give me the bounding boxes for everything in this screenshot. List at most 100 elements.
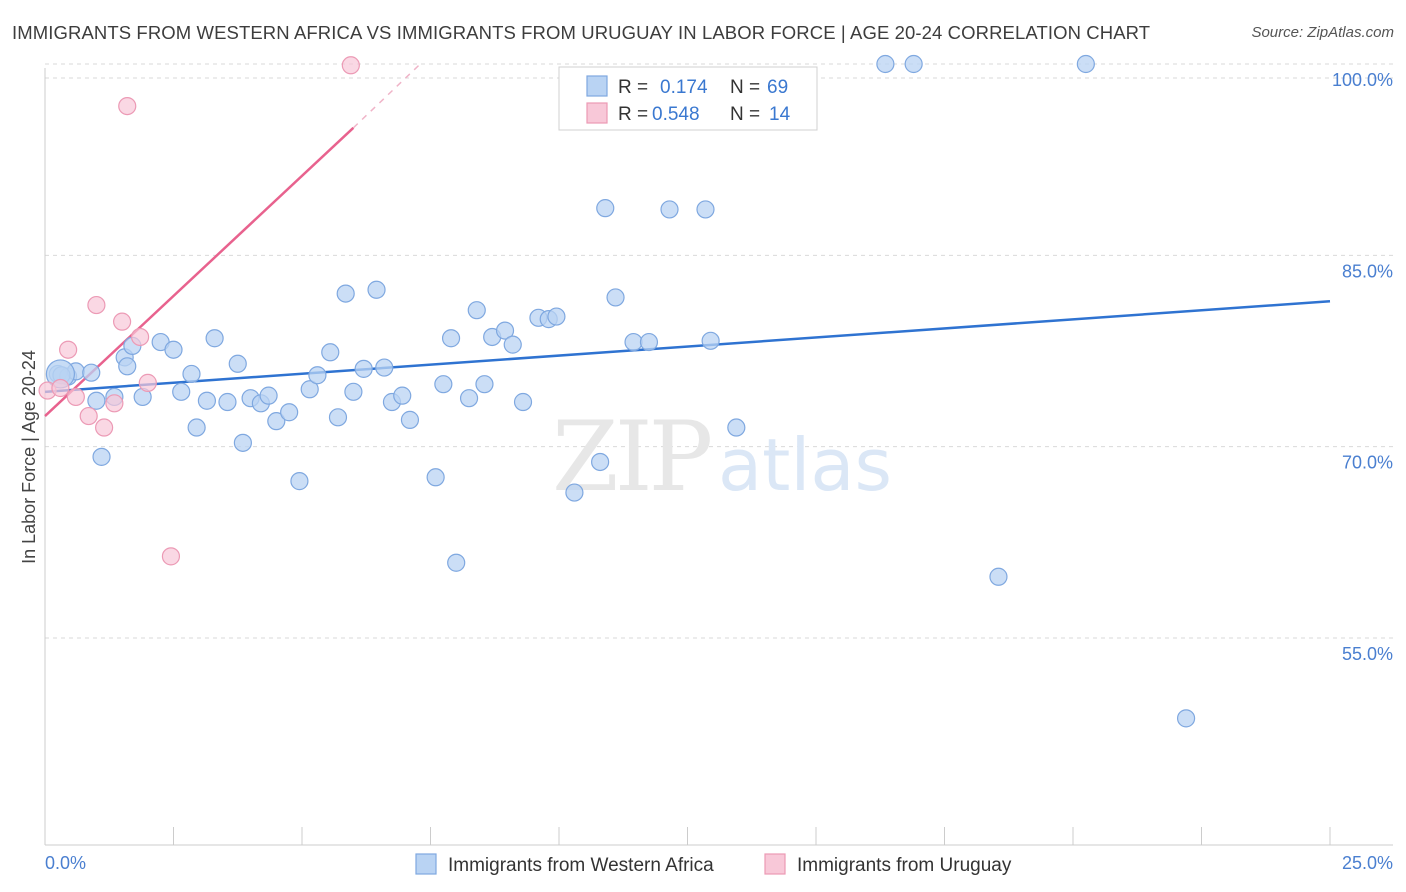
legend-swatch-blue [586,75,608,97]
point-western-africa-40 [441,329,461,348]
grid [45,63,1393,639]
point-western-africa-43 [467,301,486,320]
point-uruguay-9 [118,96,137,116]
point-western-africa-37 [400,410,420,429]
point-western-africa-33 [367,280,386,299]
point-western-africa-18 [228,354,247,373]
point-western-africa-64 [989,567,1008,586]
point-western-africa-54 [596,199,615,218]
point-western-africa-25 [290,472,309,491]
point-western-africa-41 [447,553,466,572]
point-western-africa-66 [1176,709,1196,728]
point-western-africa-4 [87,391,106,410]
point-uruguay-7 [105,394,124,413]
point-western-africa-42 [459,389,479,408]
point-western-africa-55 [606,288,625,307]
point-western-africa-65 [1076,54,1095,74]
point-western-africa-19 [233,433,252,452]
point-uruguay-2 [59,340,78,359]
point-western-africa-30 [336,284,355,303]
point-western-africa-22 [259,386,278,405]
point-western-africa-29 [328,408,348,427]
point-uruguay-1 [51,378,70,398]
series-western-africa-points [45,54,1196,728]
point-western-africa-60 [701,331,720,350]
point-western-africa-32 [354,359,373,378]
point-western-africa-39 [434,375,453,394]
point-western-africa-56 [624,332,643,352]
x-tick-label-max: 25.0% [1342,853,1393,873]
legend-r-value-blue: 0.174 [660,77,708,98]
point-western-africa-48 [513,392,533,412]
point-western-africa-31 [344,382,363,401]
point-western-africa-59 [696,200,715,219]
legend-swatch-pink [586,102,608,124]
point-uruguay-6 [95,418,114,437]
point-western-africa-51 [547,307,566,326]
point-western-africa-23 [267,412,286,431]
legend-n-value-blue: 69 [767,77,788,98]
point-western-africa-27 [308,366,327,385]
series-legend-swatch-blue [415,853,437,875]
y-axis-label: In Labor Force | Age 20-24 [19,350,39,564]
point-western-africa-52 [565,483,584,502]
y-tick-label-55: 55.0% [1342,644,1393,664]
point-western-africa-36 [393,386,412,405]
point-western-africa-16 [205,329,224,348]
series-legend-label-blue: Immigrants from Western Africa [448,855,714,876]
point-western-africa-5 [92,447,111,466]
series-legend-swatch-pink [764,853,786,875]
legend-r-label-blue: R = [618,77,648,98]
point-uruguay-8 [112,312,132,331]
stats-legend: R = 0.174 N = 69 R = 0.548 N = 14 [558,66,818,131]
point-western-africa-46 [495,321,515,340]
legend-r-label-pink: R = [618,104,648,125]
legend-n-label-blue: N = [730,77,760,98]
point-western-africa-61 [727,418,746,437]
point-western-africa-13 [182,364,201,384]
point-uruguay-4 [79,406,98,426]
legend-n-label-pink: N = [730,104,760,125]
y-tick-label-70: 70.0% [1342,453,1393,473]
point-western-africa-15 [197,391,217,410]
series-legend-label-pink: Immigrants from Uruguay [797,855,1012,876]
source-label: Source: ZipAtlas.com [1251,24,1394,41]
point-uruguay-10 [130,327,150,347]
point-uruguay-11 [138,373,157,392]
series-legend: Immigrants from Western Africa Immigrant… [415,853,1012,876]
point-western-africa-24 [280,403,299,422]
point-western-africa-62 [876,54,895,74]
point-western-africa-57 [639,332,659,352]
axes [44,68,1393,846]
trendline-western-africa [44,300,1331,394]
series-uruguay-points [38,56,360,566]
legend-n-value-pink: 14 [769,104,791,125]
point-western-africa-3 [82,363,101,382]
tick-labels: 55.0% 70.0% 85.0% 100.0% 0.0% 25.0% [45,70,1393,873]
point-western-africa-26 [300,380,319,399]
chart-title: IMMIGRANTS FROM WESTERN AFRICA VS IMMIGR… [12,22,1151,43]
point-western-africa-47 [503,335,522,354]
trendline-uruguay-extension [352,63,421,129]
point-uruguay-3 [66,387,85,407]
legend-r-value-pink: 0.548 [652,104,700,125]
point-western-africa-63 [904,54,923,74]
point-western-africa-68 [118,357,137,376]
y-tick-label-85: 85.0% [1342,261,1393,281]
point-western-africa-44 [475,375,494,394]
point-uruguay-5 [87,295,106,315]
watermark-atlas: atlas [718,423,892,507]
point-western-africa-38 [426,468,445,487]
point-western-africa-53 [591,452,610,472]
point-western-africa-17 [218,392,237,412]
point-western-africa-28 [321,343,340,362]
point-western-africa-14 [187,418,206,437]
point-western-africa-11 [164,340,183,359]
point-western-africa-34 [375,358,394,377]
x-tick-label-min: 0.0% [45,853,86,873]
point-uruguay-13 [341,56,360,75]
y-tick-label-100: 100.0% [1332,70,1393,90]
point-uruguay-12 [161,547,181,566]
point-western-africa-58 [660,200,679,219]
